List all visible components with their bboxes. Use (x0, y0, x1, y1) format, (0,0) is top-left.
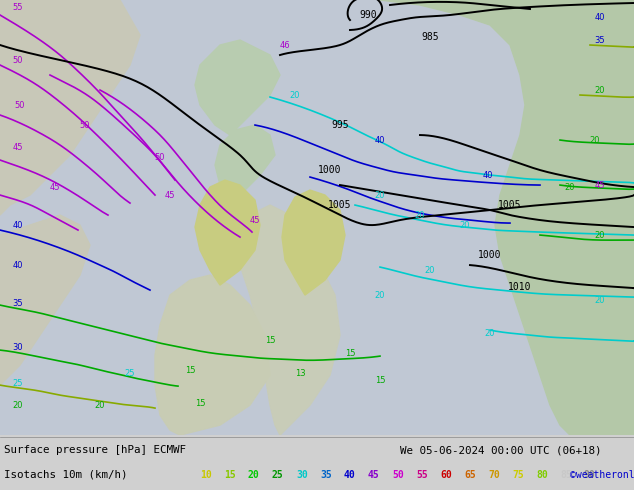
Text: 1000: 1000 (318, 165, 342, 175)
Text: 45: 45 (49, 183, 60, 192)
Text: 20: 20 (425, 266, 436, 274)
Text: 65: 65 (464, 469, 476, 480)
Polygon shape (155, 275, 270, 435)
Text: 20: 20 (248, 469, 260, 480)
Text: 15: 15 (265, 336, 275, 344)
Text: 20: 20 (565, 183, 575, 192)
Text: 50: 50 (15, 100, 25, 110)
Text: 985: 985 (421, 32, 439, 42)
Text: 45: 45 (250, 216, 260, 224)
Text: 1005: 1005 (328, 200, 352, 210)
Text: 40: 40 (375, 136, 385, 145)
Text: 45: 45 (368, 469, 380, 480)
Text: We 05-06-2024 00:00 UTC (06+18): We 05-06-2024 00:00 UTC (06+18) (400, 445, 602, 456)
Text: 1005: 1005 (498, 200, 522, 210)
Text: 30: 30 (296, 469, 307, 480)
Text: 50: 50 (80, 121, 90, 129)
Text: 20: 20 (94, 401, 105, 410)
Text: 40: 40 (13, 261, 23, 270)
Polygon shape (195, 180, 260, 285)
Text: 50: 50 (155, 152, 165, 162)
Text: 35: 35 (595, 35, 605, 45)
Text: 80: 80 (536, 469, 548, 480)
Text: 45: 45 (165, 191, 175, 199)
Text: 40: 40 (595, 13, 605, 22)
Text: 20: 20 (375, 291, 385, 299)
Text: ©weatheronline.co.uk: ©weatheronline.co.uk (570, 469, 634, 480)
Text: 995: 995 (331, 120, 349, 130)
Polygon shape (0, 215, 90, 385)
Text: 40: 40 (344, 469, 356, 480)
Text: 50: 50 (13, 55, 23, 65)
Text: 15: 15 (224, 469, 236, 480)
Text: 25: 25 (13, 379, 23, 388)
Text: 55: 55 (13, 2, 23, 11)
Text: 15: 15 (345, 348, 355, 358)
Text: 45: 45 (13, 143, 23, 151)
Text: Surface pressure [hPa] ECMWF: Surface pressure [hPa] ECMWF (4, 445, 186, 456)
Text: 85: 85 (560, 469, 572, 480)
Text: 46: 46 (280, 41, 290, 49)
Text: 20: 20 (590, 136, 600, 145)
Text: 20: 20 (595, 295, 605, 305)
Text: 990: 990 (359, 10, 377, 20)
Text: 20: 20 (13, 401, 23, 410)
Text: 60: 60 (440, 469, 452, 480)
Text: 40: 40 (13, 220, 23, 229)
Text: 15: 15 (375, 376, 385, 385)
Text: 25: 25 (125, 368, 135, 378)
Polygon shape (0, 0, 140, 215)
Text: 70: 70 (488, 469, 500, 480)
Text: 15: 15 (184, 366, 195, 374)
Text: 20: 20 (460, 220, 470, 229)
Text: 20: 20 (485, 329, 495, 338)
Text: 20: 20 (595, 86, 605, 95)
Text: 45: 45 (595, 180, 605, 190)
Polygon shape (380, 0, 634, 435)
Text: 90: 90 (584, 469, 596, 480)
Text: 55: 55 (416, 469, 428, 480)
Text: 40: 40 (482, 171, 493, 179)
Polygon shape (195, 40, 280, 135)
Text: 20: 20 (595, 231, 605, 240)
Polygon shape (282, 190, 345, 295)
Polygon shape (240, 205, 340, 435)
Text: 20: 20 (290, 91, 301, 99)
Text: 1000: 1000 (478, 250, 501, 260)
Text: 1010: 1010 (508, 282, 532, 292)
Text: 25: 25 (272, 469, 284, 480)
Text: 35: 35 (13, 298, 23, 308)
Text: 20: 20 (375, 191, 385, 199)
Polygon shape (215, 125, 275, 195)
Text: Isotachs 10m (km/h): Isotachs 10m (km/h) (4, 469, 127, 480)
Text: 10: 10 (200, 469, 212, 480)
Text: 30: 30 (13, 343, 23, 352)
Text: 50: 50 (392, 469, 404, 480)
Text: 15: 15 (195, 398, 205, 408)
Text: 35: 35 (320, 469, 332, 480)
Text: 20: 20 (415, 211, 425, 220)
Text: 13: 13 (295, 368, 306, 378)
Text: 75: 75 (512, 469, 524, 480)
